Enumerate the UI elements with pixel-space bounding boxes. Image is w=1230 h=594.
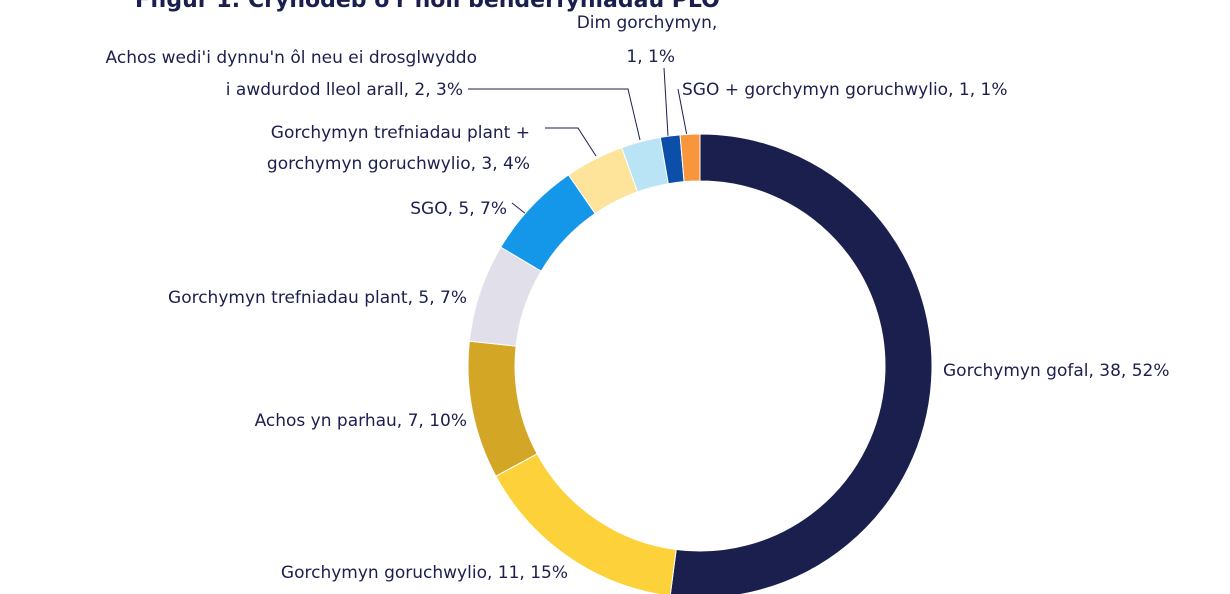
- donut-slice: [679, 133, 701, 183]
- leader-line: [663, 67, 669, 137]
- donut-slice: [467, 340, 538, 477]
- slice-label: SGO, 5, 7%: [410, 199, 507, 219]
- slice-label: SGO + gorchymyn goruchwylio, 1, 1%: [682, 80, 1007, 100]
- slice-label: gorchymyn goruchwylio, 3, 4%: [267, 154, 530, 174]
- slice-label: Gorchymyn trefniadau plant, 5, 7%: [168, 288, 467, 308]
- leader-lines: [468, 67, 688, 215]
- leader-line: [677, 88, 688, 137]
- donut-slice: [669, 133, 933, 594]
- slice-label: Gorchymyn goruchwylio, 11, 15%: [281, 563, 568, 583]
- slice-label: Achos wedi'i dynnu'n ôl neu ei drosglwyd…: [106, 48, 477, 68]
- leader-line: [468, 88, 641, 141]
- slice-label: Dim gorchymyn,: [577, 13, 718, 33]
- chart-title: Ffigur 1: Crynodeb o'r holl benderfyniad…: [135, 0, 720, 13]
- slice-label: Gorchymyn gofal, 38, 52%: [943, 361, 1170, 381]
- slice-label: 1, 1%: [626, 47, 675, 67]
- slice-label: Achos yn parhau, 7, 10%: [255, 411, 467, 431]
- slice-label: i awdurdod lleol arall, 2, 3%: [226, 80, 463, 100]
- leader-line: [545, 127, 597, 157]
- leader-line: [511, 202, 527, 215]
- slice-label: Gorchymyn trefniadau plant +: [271, 123, 530, 143]
